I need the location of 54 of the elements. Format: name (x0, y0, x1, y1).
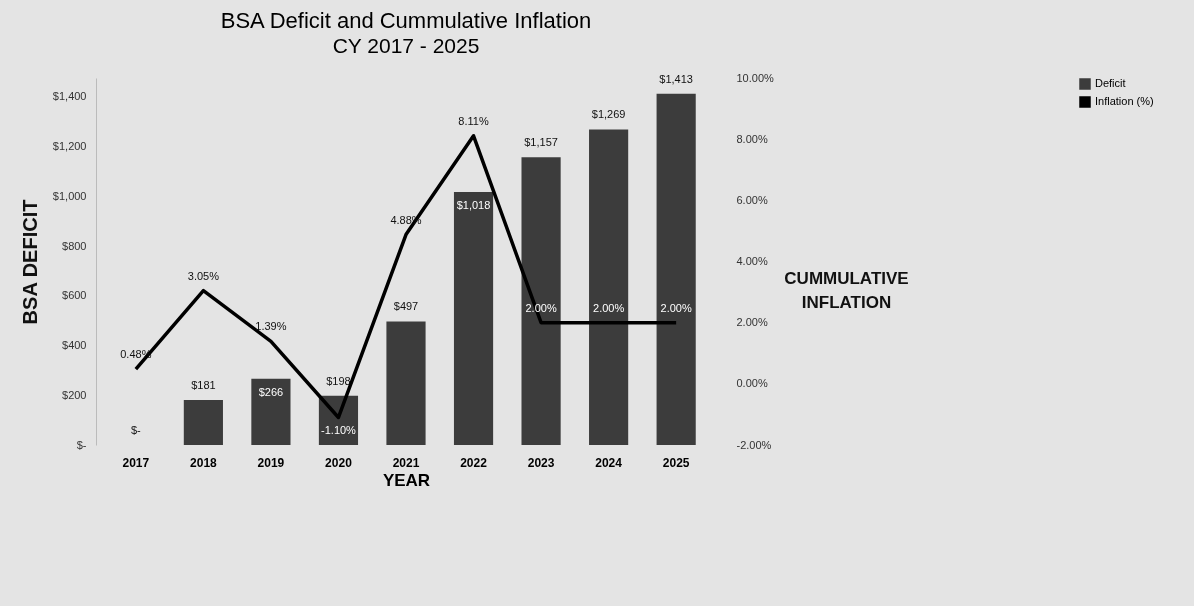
data-label: -1.10% (321, 424, 357, 437)
bar (589, 129, 629, 445)
bar (251, 378, 291, 445)
y2-tick-label: -2.00% (736, 438, 772, 451)
bar (183, 400, 223, 445)
x-tick-label: 2020 (325, 455, 353, 470)
chart-title: BSA Deficit and Cummulative Inflation (220, 8, 592, 33)
data-label: $266 (258, 385, 284, 398)
y2-axis-title: CUMMULATIVE INFLATION (784, 268, 909, 312)
data-label: 1.39% (255, 320, 287, 333)
y2-tick-label: 2.00% (736, 316, 768, 329)
x-tick-label: 2018 (190, 455, 218, 470)
y-tick-label: $400 (62, 339, 87, 352)
y-tick-label: $1,400 (52, 90, 87, 103)
y2-tick-label: 0.00% (736, 377, 768, 390)
data-label: $198 (326, 374, 351, 387)
data-label: $497 (393, 300, 419, 313)
chart-subtitle: CY 2017 - 2025 (332, 34, 480, 57)
data-label: $181 (191, 379, 216, 391)
x-tick-label: 2025 (662, 455, 690, 470)
y-tick-label: $200 (62, 388, 87, 401)
data-label: 2.00% (593, 301, 625, 314)
x-tick-label: 2019 (257, 455, 285, 470)
data-label: 2.00% (660, 301, 692, 314)
y-tick-label: $1,200 (52, 140, 87, 153)
y2-tick-label: 10.00% (736, 71, 775, 84)
data-label: 3.05% (187, 269, 220, 282)
data-label: 8.11% (458, 114, 489, 127)
data-label: $1,269 (591, 108, 626, 121)
legend-label: Deficit (1095, 77, 1126, 89)
data-label: 2.00% (525, 301, 557, 314)
data-label: $- (130, 424, 142, 436)
x-tick-label: 2024 (595, 455, 623, 470)
bar (453, 191, 494, 445)
bar (656, 93, 696, 445)
bar (521, 157, 561, 445)
y-axis-title: BSA DEFICIT (18, 199, 41, 325)
x-tick-label: 2022 (460, 455, 488, 470)
y-tick-label: $800 (62, 239, 87, 252)
x-tick-label: 2023 (527, 455, 555, 470)
y2-tick-label: 8.00% (736, 132, 768, 145)
y-tick-label: $600 (62, 289, 87, 302)
y2-tick-label: 6.00% (736, 193, 768, 206)
x-tick-label: 2021 (392, 455, 420, 470)
y2-tick-label: 4.00% (736, 255, 768, 267)
legend-label: Inflation (%) (1095, 95, 1154, 107)
data-label: $1,018 (456, 198, 491, 211)
x-tick-label: 2017 (122, 455, 150, 470)
y-tick-label: $- (76, 438, 87, 451)
data-label: $1,157 (524, 136, 558, 149)
bar (386, 321, 426, 445)
data-label: $1,413 (659, 72, 693, 85)
y-tick-label: $1,000 (52, 189, 87, 202)
x-axis-title: YEAR (382, 470, 431, 490)
